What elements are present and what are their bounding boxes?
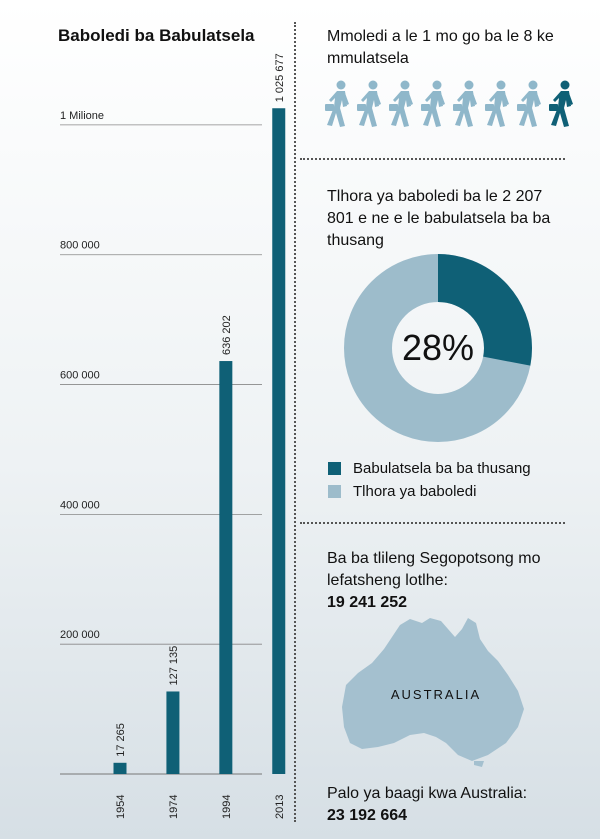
category-label-1954: 1954 [115,795,127,819]
legend-label-helpers: Babulatsela ba ba thusang [353,460,531,477]
walking-person-briefcase-icon [485,80,513,128]
value-label-1994: 636 202 [221,315,233,355]
legend-item-total: Tlhora ya baboledi [328,483,531,500]
category-label-2013: 2013 [274,795,286,819]
value-label-1974: 127 135 [168,646,180,686]
donut-slice-helpers [344,254,532,442]
world-text: Ba ba tlileng Segopotsong mo lefatsheng … [327,548,557,614]
legend-label-total: Tlhora ya baboledi [353,483,477,500]
chart-title: Baboledi ba Babulatsela [58,26,255,45]
walking-person-briefcase-icon [389,80,417,128]
walking-person-briefcase-icon [517,80,545,128]
vertical-divider [294,22,296,822]
y-tick-label: 600 000 [60,370,100,382]
walking-person-briefcase-icon [453,80,481,128]
category-label-1974: 1974 [168,795,180,819]
y-tick-label: 1 Milione [60,110,104,122]
category-label-1994: 1994 [221,795,233,819]
australia-label: Palo ya baagi kwa Australia: [327,785,528,802]
horizontal-divider [300,158,565,160]
walking-person-briefcase-icon [421,80,449,128]
donut-legend: Babulatsela ba ba thusang Tlhora ya babo… [328,460,531,506]
donut-chart: 28% [344,254,532,442]
value-label-1954: 17 265 [115,723,127,757]
share-text: Tlhora ya baboledi ba le 2 207 801 e ne … [327,188,551,249]
legend-item-helpers: Babulatsela ba ba thusang [328,460,531,477]
australia-value: 23 192 664 [327,807,408,824]
horizontal-divider-2 [300,522,565,524]
walkers-row [325,80,577,128]
legend-swatch-dark [328,462,341,475]
ratio-text: Mmoledi a le 1 mo go ba le 8 ke mmulatse… [327,28,554,67]
bar-1954 [113,762,127,774]
bar-1974 [166,691,180,774]
walking-person-briefcase-icon [549,80,577,128]
bar-chart: 200 000 400 000 600 000 800 000 1 Milione 17 … [60,53,286,819]
value-label-2013: 1 025 677 [274,53,286,102]
australia-text: Palo ya baagi kwa Australia: 23 192 664 [327,783,577,827]
y-tick-label: 200 000 [60,629,100,641]
walking-person-briefcase-icon [357,80,385,128]
australia-map-icon: AUSTRALIA [342,618,524,767]
y-tick-label: 400 000 [60,499,100,511]
walking-person-briefcase-icon [325,80,353,128]
y-tick-label: 800 000 [60,240,100,252]
donut-percent-label: 28% [401,327,475,368]
bar-2013 [272,108,286,775]
world-value: 19 241 252 [327,594,408,611]
legend-swatch-light [328,485,341,498]
bar-1994 [219,361,233,774]
world-label: Ba ba tlileng Segopotsong mo lefatsheng … [327,550,541,589]
map-label: AUSTRALIA [391,687,481,702]
